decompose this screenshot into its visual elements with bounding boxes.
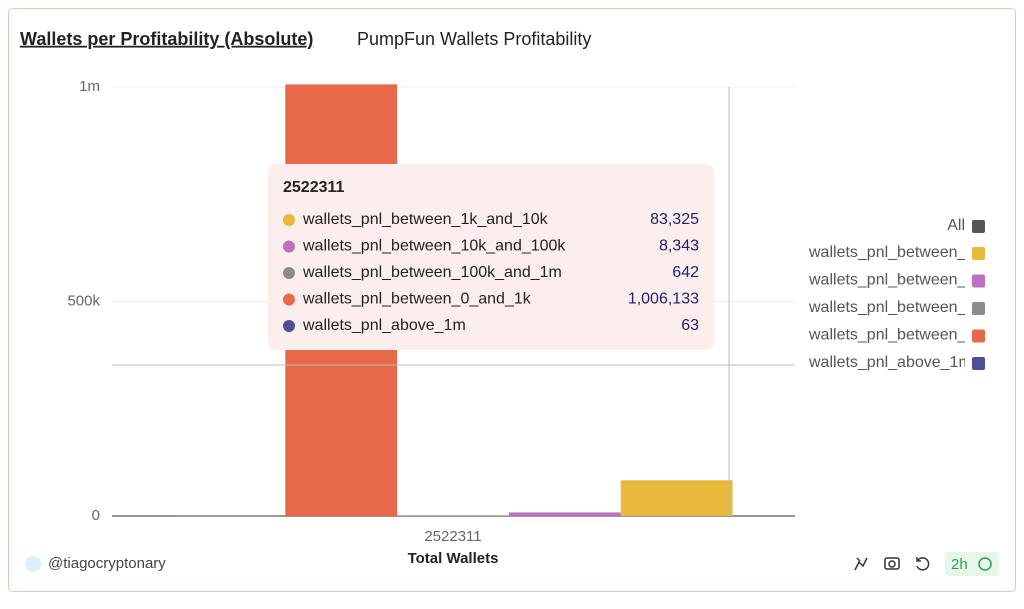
age-text: 2h xyxy=(951,556,968,573)
bar xyxy=(509,512,621,516)
tooltip-name: wallets_pnl_between_1k_and_10k xyxy=(302,211,549,228)
tooltip-dot xyxy=(283,320,295,332)
tooltip-dot xyxy=(283,214,295,226)
legend-swatch xyxy=(972,247,985,260)
tooltip-dot xyxy=(283,294,295,306)
legend-all-swatch xyxy=(972,220,985,233)
legend-swatch xyxy=(972,357,985,370)
legend-swatch xyxy=(972,330,985,343)
tooltip-value: 642 xyxy=(672,264,699,281)
tooltip-name: wallets_pnl_between_0_and_1k xyxy=(302,291,532,308)
tooltip-value: 8,343 xyxy=(659,238,699,255)
author[interactable]: @tiagocryptonary xyxy=(48,555,166,572)
legend-swatch xyxy=(972,302,985,315)
legend-swatch xyxy=(972,275,985,288)
tooltip-title: 2522311 xyxy=(283,179,345,196)
legend-label[interactable]: wallets_pnl_above_1m xyxy=(808,354,972,371)
tooltip-dot xyxy=(283,267,295,279)
tooltip-name: wallets_pnl_between_100k_and_1m xyxy=(302,264,562,281)
y-tick-label: 1m xyxy=(79,78,100,95)
tooltip-value: 1,006,133 xyxy=(628,291,699,308)
tooltip-value: 63 xyxy=(681,317,699,334)
tooltip-dot xyxy=(283,241,295,253)
chart-title[interactable]: Wallets per Profitability (Absolute) xyxy=(20,29,313,49)
tooltip-name: wallets_pnl_above_1m xyxy=(302,317,466,334)
y-tick-label: 500k xyxy=(67,292,100,309)
y-tick-label: 0 xyxy=(92,507,100,524)
chart-subtitle: PumpFun Wallets Profitability xyxy=(357,29,591,49)
avatar xyxy=(25,556,41,572)
bar xyxy=(621,480,733,516)
tooltip-name: wallets_pnl_between_10k_and_100k xyxy=(302,238,566,255)
x-tick-label: 2522311 xyxy=(424,528,481,545)
tooltip-value: 83,325 xyxy=(650,211,699,228)
legend-all: All xyxy=(947,217,965,234)
x-axis-label: Total Wallets xyxy=(408,550,499,567)
